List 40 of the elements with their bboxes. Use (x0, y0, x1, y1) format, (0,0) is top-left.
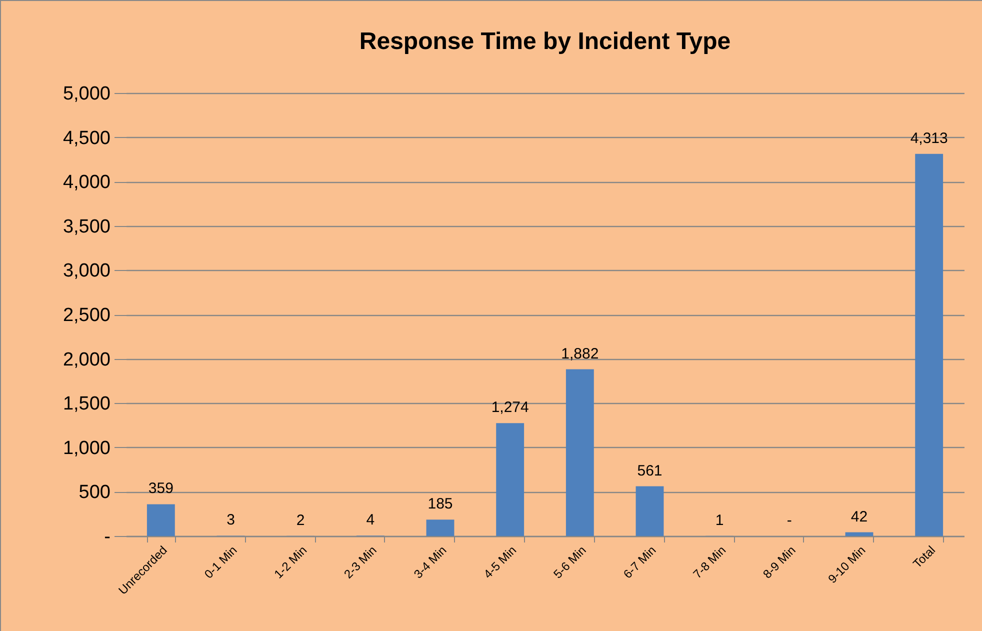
x-tick-label: 1-2 Min (271, 543, 310, 582)
y-tick-label: 4,500 (62, 128, 110, 149)
x-tick-label: 8-9 Min (760, 543, 798, 582)
x-tick-label: 2-3 Min (341, 543, 380, 582)
x-tick-label: 5-6 Min (550, 543, 589, 582)
x-tick-label: 0-1 Min (202, 543, 240, 582)
bar (566, 369, 594, 536)
data-label: 42 (850, 508, 868, 526)
y-tick-label: 4,000 (62, 172, 110, 194)
bar (845, 532, 874, 536)
x-tick-label: 4-5 Min (480, 543, 520, 582)
data-label: 561 (637, 462, 662, 480)
bar (915, 154, 944, 536)
data-label: 2 (296, 512, 305, 529)
y-tick-label: 5,000 (62, 84, 110, 104)
x-tick-label: 7-8 Min (690, 543, 729, 582)
bar (636, 486, 664, 536)
data-label: 1,274 (491, 399, 529, 416)
bar (426, 520, 454, 536)
y-tick-label: 500 (78, 482, 110, 504)
y-tick-label: 1,500 (62, 394, 110, 415)
data-label: 1,882 (561, 345, 599, 362)
y-tick-label: 2,000 (62, 349, 110, 370)
x-tick-label: 3-4 Min (411, 543, 450, 582)
chart-title: Response Time by Incident Type (359, 28, 731, 55)
data-label: 359 (148, 480, 174, 498)
data-label: - (786, 512, 792, 529)
x-tick-label: 6-7 Min (620, 543, 659, 582)
bar (146, 504, 175, 536)
data-label: 3 (226, 512, 235, 529)
data-label: 185 (428, 496, 453, 513)
y-tick-label: 1,000 (62, 438, 110, 459)
y-tick-label: 3,500 (62, 216, 110, 238)
y-tick-label: 3,000 (62, 260, 110, 282)
y-tick-label: 2,500 (62, 305, 110, 326)
y-tick-label: - (104, 526, 110, 548)
data-label: 4 (366, 512, 375, 529)
bar (496, 423, 524, 536)
data-label: 4,313 (910, 130, 948, 147)
data-label: 1 (715, 512, 724, 529)
